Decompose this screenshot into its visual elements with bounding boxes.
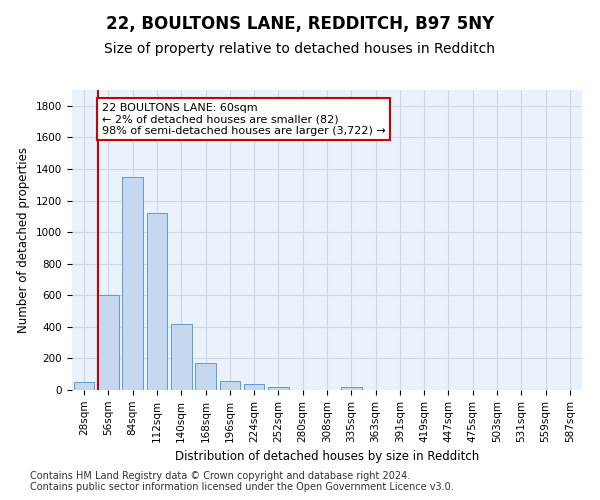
Bar (195, 363, 216, 390)
Bar (268, 387, 289, 390)
Bar (74, 382, 94, 390)
Bar (244, 384, 265, 390)
Bar (171, 324, 191, 390)
Text: Contains HM Land Registry data © Crown copyright and database right 2024.: Contains HM Land Registry data © Crown c… (30, 471, 410, 481)
Text: 22 BOULTONS LANE: 60sqm
← 2% of detached houses are smaller (82)
98% of semi-det: 22 BOULTONS LANE: 60sqm ← 2% of detached… (102, 102, 386, 136)
Bar (122, 177, 143, 390)
Y-axis label: Number of detached properties: Number of detached properties (17, 147, 31, 333)
Bar (220, 380, 240, 390)
Text: Size of property relative to detached houses in Redditch: Size of property relative to detached ho… (104, 42, 496, 56)
Bar (98, 296, 119, 390)
Text: 22, BOULTONS LANE, REDDITCH, B97 5NY: 22, BOULTONS LANE, REDDITCH, B97 5NY (106, 15, 494, 33)
Bar (341, 387, 362, 390)
Bar (146, 213, 167, 390)
X-axis label: Distribution of detached houses by size in Redditch: Distribution of detached houses by size … (175, 450, 479, 463)
Text: Contains public sector information licensed under the Open Government Licence v3: Contains public sector information licen… (30, 482, 454, 492)
